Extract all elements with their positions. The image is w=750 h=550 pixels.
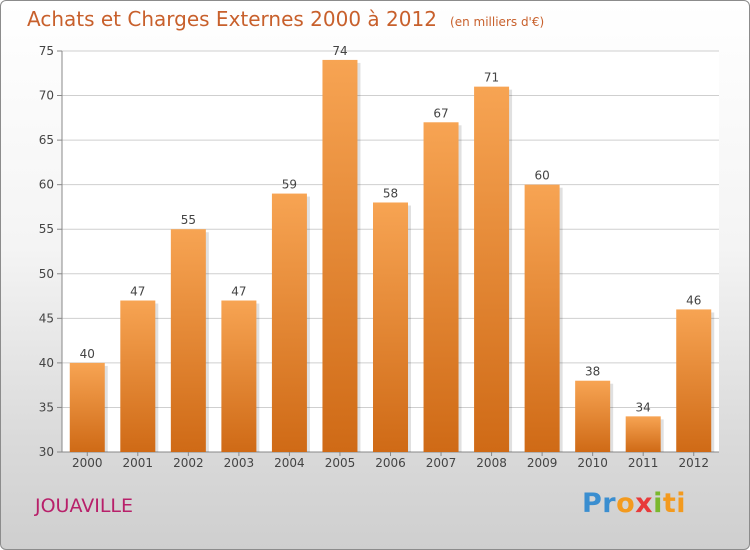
proxiti-logo: Proxiti [582, 488, 687, 519]
y-tick-label-55: 55 [39, 222, 54, 236]
x-tick-label-2007: 2007 [426, 456, 457, 470]
chart-title: Achats et Charges Externes 2000 à 2012 (… [27, 7, 544, 31]
x-tick-label-2003: 2003 [224, 456, 255, 470]
value-label-2009: 60 [534, 169, 549, 183]
value-label-2006: 58 [383, 186, 398, 200]
bar-2006 [373, 202, 408, 452]
place-name: JOUAVILLE [35, 495, 134, 517]
x-tick-label-2005: 2005 [325, 456, 356, 470]
y-tick-label-35: 35 [39, 400, 54, 414]
x-tick-label-2006: 2006 [375, 456, 406, 470]
bar-2010 [575, 380, 611, 452]
bar-2008 [474, 86, 510, 453]
value-label-2002: 55 [181, 213, 196, 227]
x-tick-label-2010: 2010 [577, 456, 608, 470]
value-label-2012: 46 [686, 293, 701, 307]
bar-2005 [322, 59, 358, 453]
chart-title-text: Achats et Charges Externes 2000 à 2012 [27, 7, 437, 31]
x-tick-label-2012: 2012 [678, 456, 709, 470]
bar-2009 [524, 184, 560, 452]
value-label-2008: 71 [484, 71, 499, 85]
bar-2011 [625, 416, 661, 452]
value-label-2007: 67 [433, 106, 448, 120]
value-label-2004: 59 [282, 178, 297, 192]
chart-unit: (en milliers d'€) [450, 15, 545, 29]
value-label-2005: 74 [332, 44, 347, 58]
bar-2000 [69, 362, 105, 452]
x-tick-label-2000: 2000 [72, 456, 103, 470]
x-tick-label-2004: 2004 [274, 456, 305, 470]
y-tick-label-30: 30 [39, 445, 54, 459]
y-tick-label-75: 75 [39, 44, 54, 58]
x-tick-label-2011: 2011 [628, 456, 659, 470]
value-label-2003: 47 [231, 285, 246, 299]
bar-2003 [221, 300, 257, 452]
value-label-2000: 40 [80, 347, 95, 361]
y-tick-label-65: 65 [39, 133, 54, 147]
x-tick-label-2008: 2008 [476, 456, 507, 470]
y-tick-label-45: 45 [39, 311, 54, 325]
x-tick-label-2009: 2009 [527, 456, 558, 470]
x-tick-label-2002: 2002 [173, 456, 204, 470]
y-tick-label-50: 50 [39, 267, 54, 281]
y-tick-label-70: 70 [39, 89, 54, 103]
bar-2001 [120, 300, 156, 452]
y-tick-label-60: 60 [39, 178, 54, 192]
bar-2012 [676, 309, 712, 452]
y-tick-label-40: 40 [39, 356, 54, 370]
value-label-2001: 47 [130, 285, 145, 299]
value-label-2010: 38 [585, 365, 600, 379]
bar-2002 [170, 229, 206, 452]
value-label-2011: 34 [636, 400, 651, 414]
bar-2004 [271, 193, 307, 453]
bar-2007 [423, 122, 459, 453]
x-tick-label-2001: 2001 [123, 456, 154, 470]
